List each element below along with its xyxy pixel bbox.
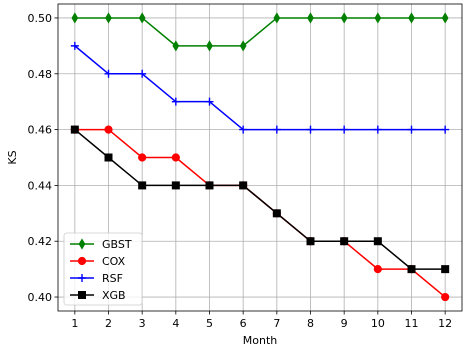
data-point-cox [373, 265, 382, 274]
data-point-xgb [407, 265, 416, 274]
x-tick-label: 8 [307, 317, 314, 330]
legend-marker-gbst [78, 238, 86, 250]
data-point-rsf [239, 125, 248, 134]
x-tick-label: 5 [206, 317, 213, 330]
series-xgb [70, 125, 450, 274]
data-point-cox [138, 153, 147, 162]
y-tick-label: 0.42 [28, 235, 53, 248]
y-axis-label: KS [6, 150, 19, 164]
series-line-rsf [74, 45, 446, 131]
data-point-xgb [205, 181, 214, 190]
data-point-gbst [239, 40, 247, 52]
data-point-rsf [407, 125, 416, 134]
data-point-gbst [273, 12, 281, 24]
x-tick-label: 7 [273, 317, 280, 330]
legend-item-cox: COX [70, 255, 126, 268]
data-point-rsf [171, 97, 180, 106]
data-point-gbst [441, 12, 449, 24]
y-tick-label: 0.48 [28, 68, 53, 81]
data-point-rsf [306, 125, 315, 134]
legend-marker-cox [77, 256, 87, 266]
x-tick-label: 10 [371, 317, 385, 330]
legend-box [63, 232, 143, 306]
data-point-rsf [70, 41, 79, 50]
legend-item-xgb: XGB [70, 289, 126, 302]
data-point-gbst [105, 12, 112, 24]
data-point-xgb [373, 237, 382, 246]
data-point-xgb [272, 209, 281, 218]
data-point-gbst [307, 12, 314, 24]
data-point-rsf [104, 69, 113, 78]
x-axis-label: Month [243, 334, 278, 347]
plot-area-frame [57, 3, 463, 312]
axis-ticks: 1 2 3 4 5 6 7 8 9 10 11 120.400.420.440.460.480.50 [28, 12, 453, 330]
data-point-rsf [441, 125, 450, 134]
data-point-gbst [206, 40, 213, 52]
data-point-xgb [104, 153, 113, 162]
legend-marker-rsf [78, 274, 86, 282]
data-point-gbst [71, 12, 79, 24]
y-tick-label: 0.44 [28, 179, 53, 192]
legend-item-gbst: GBST [70, 238, 132, 251]
legend-label: XGB [102, 289, 126, 302]
legend-marker-xgb [78, 291, 86, 299]
y-tick-label: 0.50 [28, 12, 53, 25]
x-tick-label: 4 [172, 317, 179, 330]
x-tick-label: 9 [341, 317, 348, 330]
data-point-xgb [340, 237, 349, 246]
series-group [70, 12, 450, 302]
x-tick-label: 11 [405, 317, 419, 330]
data-point-gbst [408, 12, 415, 24]
data-point-rsf [272, 125, 281, 134]
x-tick-label: 3 [139, 317, 146, 330]
series-line-xgb [74, 129, 446, 270]
data-point-rsf [373, 125, 382, 134]
data-point-xgb [239, 181, 248, 190]
data-point-gbst [340, 12, 348, 24]
legend-item-rsf: RSF [70, 272, 123, 285]
data-point-gbst [374, 12, 382, 24]
x-tick-label: 1 [71, 317, 78, 330]
data-point-gbst [172, 40, 180, 52]
data-point-xgb [441, 265, 450, 274]
data-point-gbst [138, 12, 146, 24]
data-point-cox [104, 125, 113, 134]
legend-label: COX [102, 255, 126, 268]
data-point-rsf [340, 125, 349, 134]
x-tick-label: 6 [240, 317, 247, 330]
series-rsf [70, 41, 450, 134]
legend-label: RSF [102, 272, 123, 285]
data-point-xgb [70, 125, 79, 134]
x-tick-label: 12 [438, 317, 452, 330]
legend-label: GBST [102, 238, 132, 251]
data-point-cox [441, 292, 450, 302]
grid-lines [58, 4, 462, 311]
data-point-xgb [306, 237, 315, 246]
y-tick-label: 0.46 [28, 124, 53, 137]
x-tick-label: 2 [105, 317, 112, 330]
data-point-rsf [205, 97, 214, 106]
series-line-gbst [74, 17, 446, 47]
data-point-cox [171, 153, 180, 162]
data-point-xgb [138, 181, 147, 190]
data-point-xgb [171, 181, 180, 190]
y-tick-label: 0.40 [28, 291, 53, 304]
data-point-rsf [138, 69, 147, 78]
series-gbst [71, 12, 449, 52]
legend: GBST COX RSF XGB [63, 232, 143, 306]
